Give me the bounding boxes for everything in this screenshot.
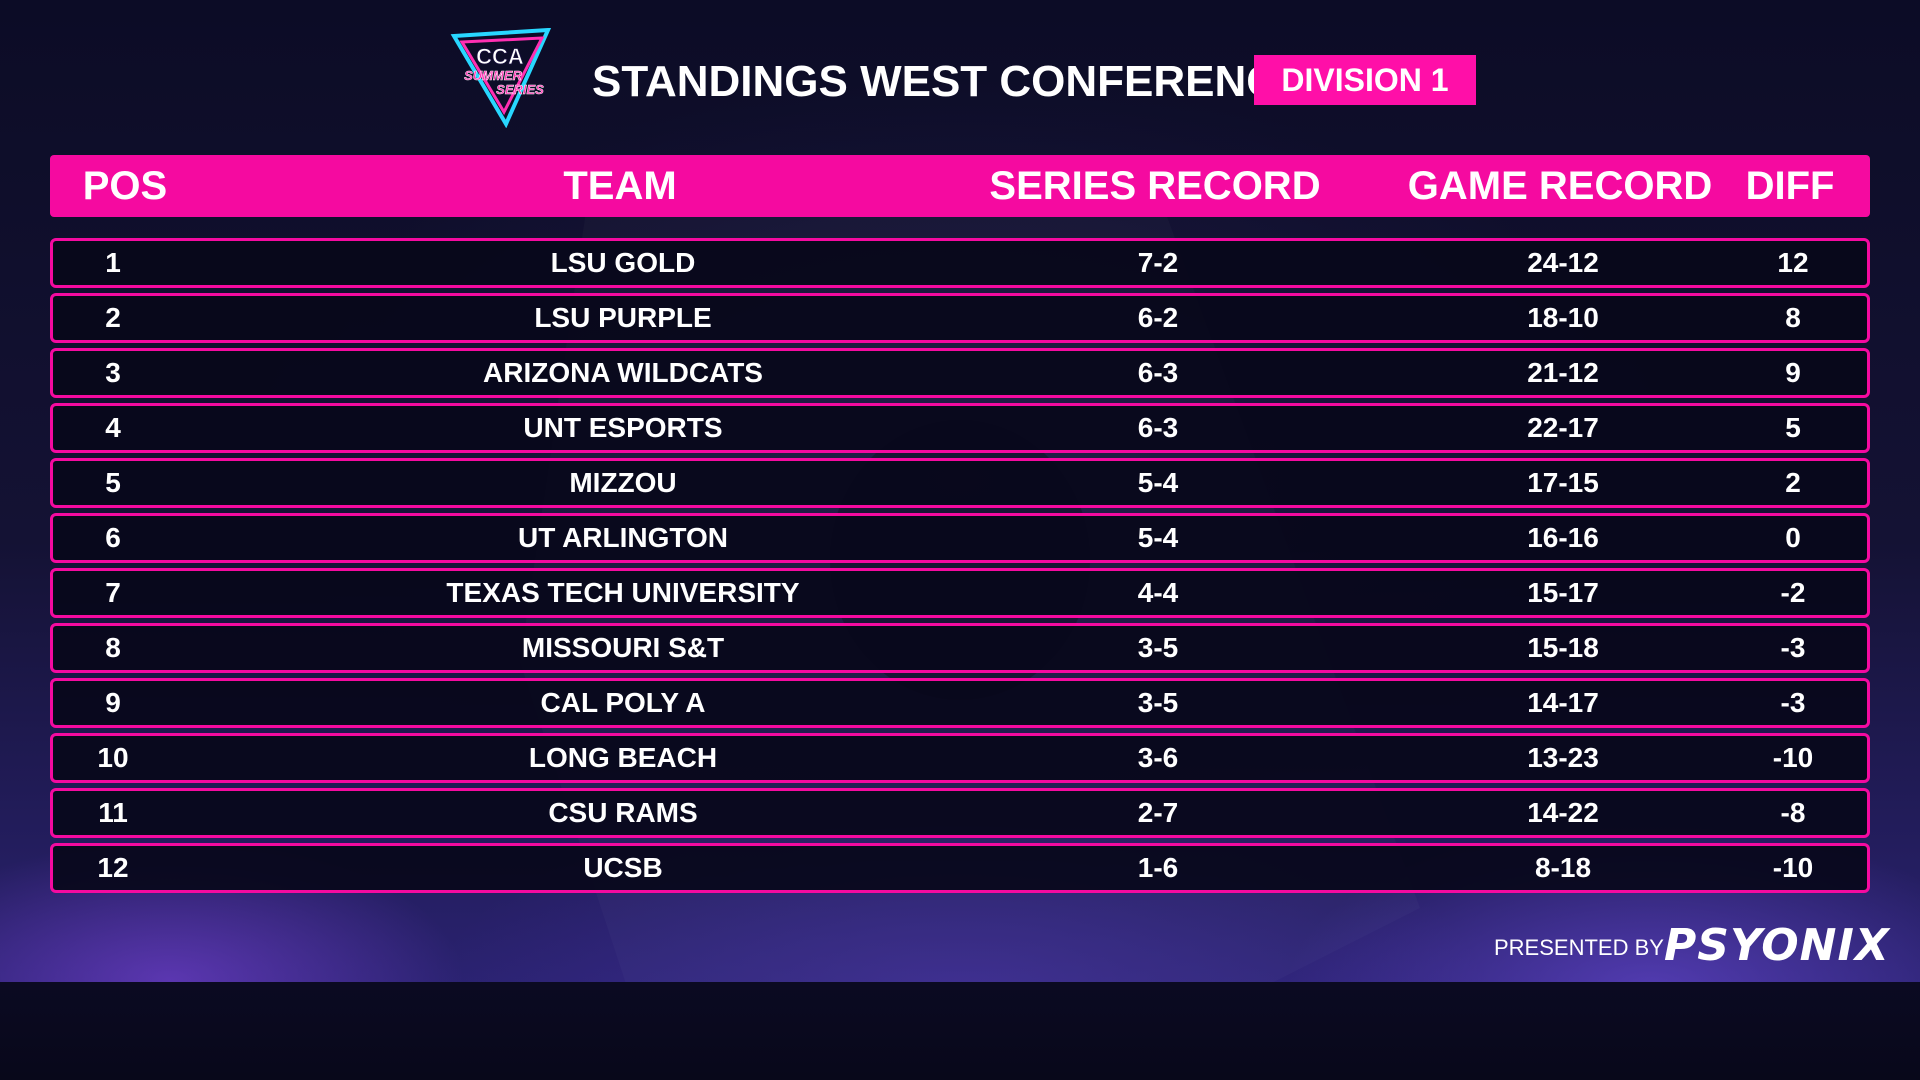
cell-diff: 5 [1785,412,1801,443]
cell-team: LSU GOLD [550,247,696,278]
cell-diff: -10 [1772,852,1814,883]
cell-diff: 8 [1785,302,1801,333]
cell-series-record: 1-6 [1137,852,1179,883]
cell-series-record: 5-4 [1137,467,1179,498]
cell-pos: 3 [105,357,121,388]
header: CCA SUMMER SERIES STANDINGS WEST CONFERE… [0,0,1920,130]
logo-text-cca: CCA [476,44,524,69]
cell-diff: 12 [1777,247,1809,278]
table-row: 1 LSU GOLD 7-2 24-12 12 [50,238,1870,288]
table-row: 12 UCSB 1-6 8-18 -10 [50,843,1870,893]
cell-team: ARIZONA WILDCATS [483,357,763,388]
table-header: POS TEAM SERIES RECORD GAME RECORD DIFF [50,155,1870,217]
table-row: 2 LSU PURPLE 6-2 18-10 8 [50,293,1870,343]
cell-pos: 12 [97,852,129,883]
table-row: 6 UT ARLINGTON 5-4 16-16 0 [50,513,1870,563]
cell-game-record: 15-17 [1527,577,1599,608]
presented-by-label: PRESENTED BY [1494,935,1664,960]
cell-game-record: 24-12 [1527,247,1599,278]
table-row: 5 MIZZOU 5-4 17-15 2 [50,458,1870,508]
cell-series-record: 6-3 [1137,412,1179,443]
page-title: STANDINGS WEST CONFERENCE [592,57,1308,106]
table-row: 3 ARIZONA WILDCATS 6-3 21-12 9 [50,348,1870,398]
cell-team: LONG BEACH [528,742,718,773]
cell-team: MIZZOU [569,467,677,498]
cell-series-record: 5-4 [1137,522,1179,553]
table-row: 7 TEXAS TECH UNIVERSITY 4-4 15-17 -2 [50,568,1870,618]
cell-pos: 10 [97,742,129,773]
cell-game-record: 15-18 [1527,632,1599,663]
cell-game-record: 18-10 [1527,302,1599,333]
cell-team: UNT ESPORTS [523,412,723,443]
cell-pos: 4 [105,412,121,443]
cell-diff: 0 [1785,522,1801,553]
logo-text-summer: SUMMER [464,68,522,83]
cell-team: TEXAS TECH UNIVERSITY [446,577,800,608]
table-row: 8 MISSOURI S&T 3-5 15-18 -3 [50,623,1870,673]
cell-game-record: 8-18 [1534,852,1592,883]
cca-summer-series-logo: CCA SUMMER SERIES [450,28,552,128]
cell-game-record: 17-15 [1527,467,1599,498]
column-header-game-record: GAME RECORD [1407,164,1713,208]
table-row: 10 LONG BEACH 3-6 13-23 -10 [50,733,1870,783]
column-header-pos: POS [82,164,168,208]
floor-strip [0,982,1920,1080]
cell-pos: 5 [105,467,121,498]
cell-team: UT ARLINGTON [518,522,728,553]
cell-diff: -3 [1780,632,1806,663]
column-header-series-record: SERIES RECORD [989,164,1321,208]
cell-pos: 8 [105,632,121,663]
cell-pos: 9 [105,687,121,718]
cell-pos: 7 [105,577,121,608]
cell-pos: 2 [105,302,121,333]
cell-team: LSU PURPLE [534,302,712,333]
cell-diff: -8 [1780,797,1806,828]
cell-game-record: 14-17 [1527,687,1599,718]
cell-series-record: 7-2 [1137,247,1179,278]
cell-series-record: 4-4 [1137,577,1179,608]
division-badge: DIVISION 1 [1254,55,1476,105]
cell-diff: -2 [1780,577,1806,608]
cell-series-record: 3-6 [1137,742,1179,773]
cell-series-record: 6-3 [1137,357,1179,388]
table-row: 11 CSU RAMS 2-7 14-22 -8 [50,788,1870,838]
table-row: 9 CAL POLY A 3-5 14-17 -3 [50,678,1870,728]
cell-pos: 6 [105,522,121,553]
table-row: 4 UNT ESPORTS 6-3 22-17 5 [50,403,1870,453]
cell-series-record: 3-5 [1137,687,1179,718]
cell-game-record: 21-12 [1527,357,1599,388]
cell-series-record: 3-5 [1137,632,1179,663]
cell-diff: -10 [1772,742,1814,773]
cell-diff: 9 [1785,357,1801,388]
column-header-diff: DIFF [1745,164,1835,208]
cell-team: MISSOURI S&T [521,632,725,663]
cell-diff: -3 [1780,687,1806,718]
cell-pos: 11 [98,797,128,828]
cell-series-record: 2-7 [1137,797,1179,828]
logo-text-series: SERIES [496,82,544,97]
cell-game-record: 22-17 [1527,412,1599,443]
psyonix-logo: PSYONIX [1664,920,1890,971]
cell-team: UCSB [583,852,663,883]
cell-game-record: 16-16 [1527,522,1599,553]
cell-game-record: 13-23 [1527,742,1599,773]
column-header-team: TEAM [563,164,677,208]
cell-diff: 2 [1785,467,1801,498]
cell-pos: 1 [105,247,121,278]
cell-series-record: 6-2 [1137,302,1179,333]
cell-team: CAL POLY A [540,687,706,718]
cell-game-record: 14-22 [1527,797,1599,828]
cell-team: CSU RAMS [548,797,698,828]
